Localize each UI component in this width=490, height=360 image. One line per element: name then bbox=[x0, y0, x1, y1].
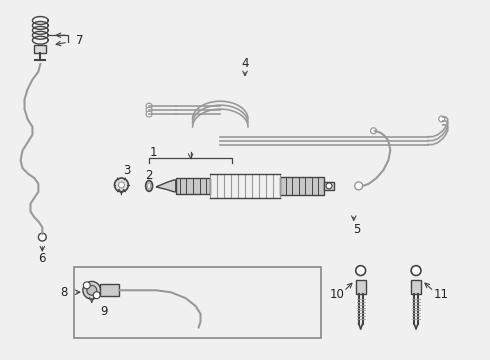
Text: 2: 2 bbox=[146, 168, 153, 181]
Circle shape bbox=[146, 103, 152, 109]
Circle shape bbox=[83, 282, 90, 289]
Circle shape bbox=[356, 266, 366, 275]
Bar bbox=[356, 280, 366, 294]
Circle shape bbox=[115, 178, 128, 192]
Circle shape bbox=[439, 116, 445, 122]
Circle shape bbox=[355, 182, 363, 190]
Text: 7: 7 bbox=[76, 34, 84, 47]
Circle shape bbox=[83, 282, 100, 299]
Bar bbox=[411, 280, 421, 294]
Text: 1: 1 bbox=[149, 146, 157, 159]
Text: 11: 11 bbox=[433, 288, 448, 301]
Circle shape bbox=[38, 233, 46, 241]
Text: 10: 10 bbox=[329, 288, 344, 301]
Circle shape bbox=[146, 107, 152, 113]
Polygon shape bbox=[156, 180, 176, 192]
Text: 8: 8 bbox=[60, 286, 68, 299]
Bar bbox=[280, 177, 324, 195]
Circle shape bbox=[370, 128, 376, 134]
Circle shape bbox=[146, 111, 152, 117]
Text: 4: 4 bbox=[241, 57, 249, 70]
Text: 9: 9 bbox=[100, 305, 107, 319]
Bar bbox=[99, 284, 120, 296]
Bar bbox=[74, 267, 321, 338]
Bar bbox=[324, 182, 334, 190]
Ellipse shape bbox=[147, 183, 150, 189]
Bar bbox=[176, 178, 210, 194]
Circle shape bbox=[87, 285, 97, 295]
Circle shape bbox=[93, 292, 100, 299]
Circle shape bbox=[326, 183, 332, 189]
Circle shape bbox=[119, 182, 124, 188]
Text: 6: 6 bbox=[39, 252, 46, 265]
Text: 5: 5 bbox=[353, 223, 361, 236]
Text: 3: 3 bbox=[122, 164, 130, 177]
Ellipse shape bbox=[146, 180, 152, 191]
Circle shape bbox=[411, 266, 421, 275]
Bar bbox=[34, 45, 46, 53]
